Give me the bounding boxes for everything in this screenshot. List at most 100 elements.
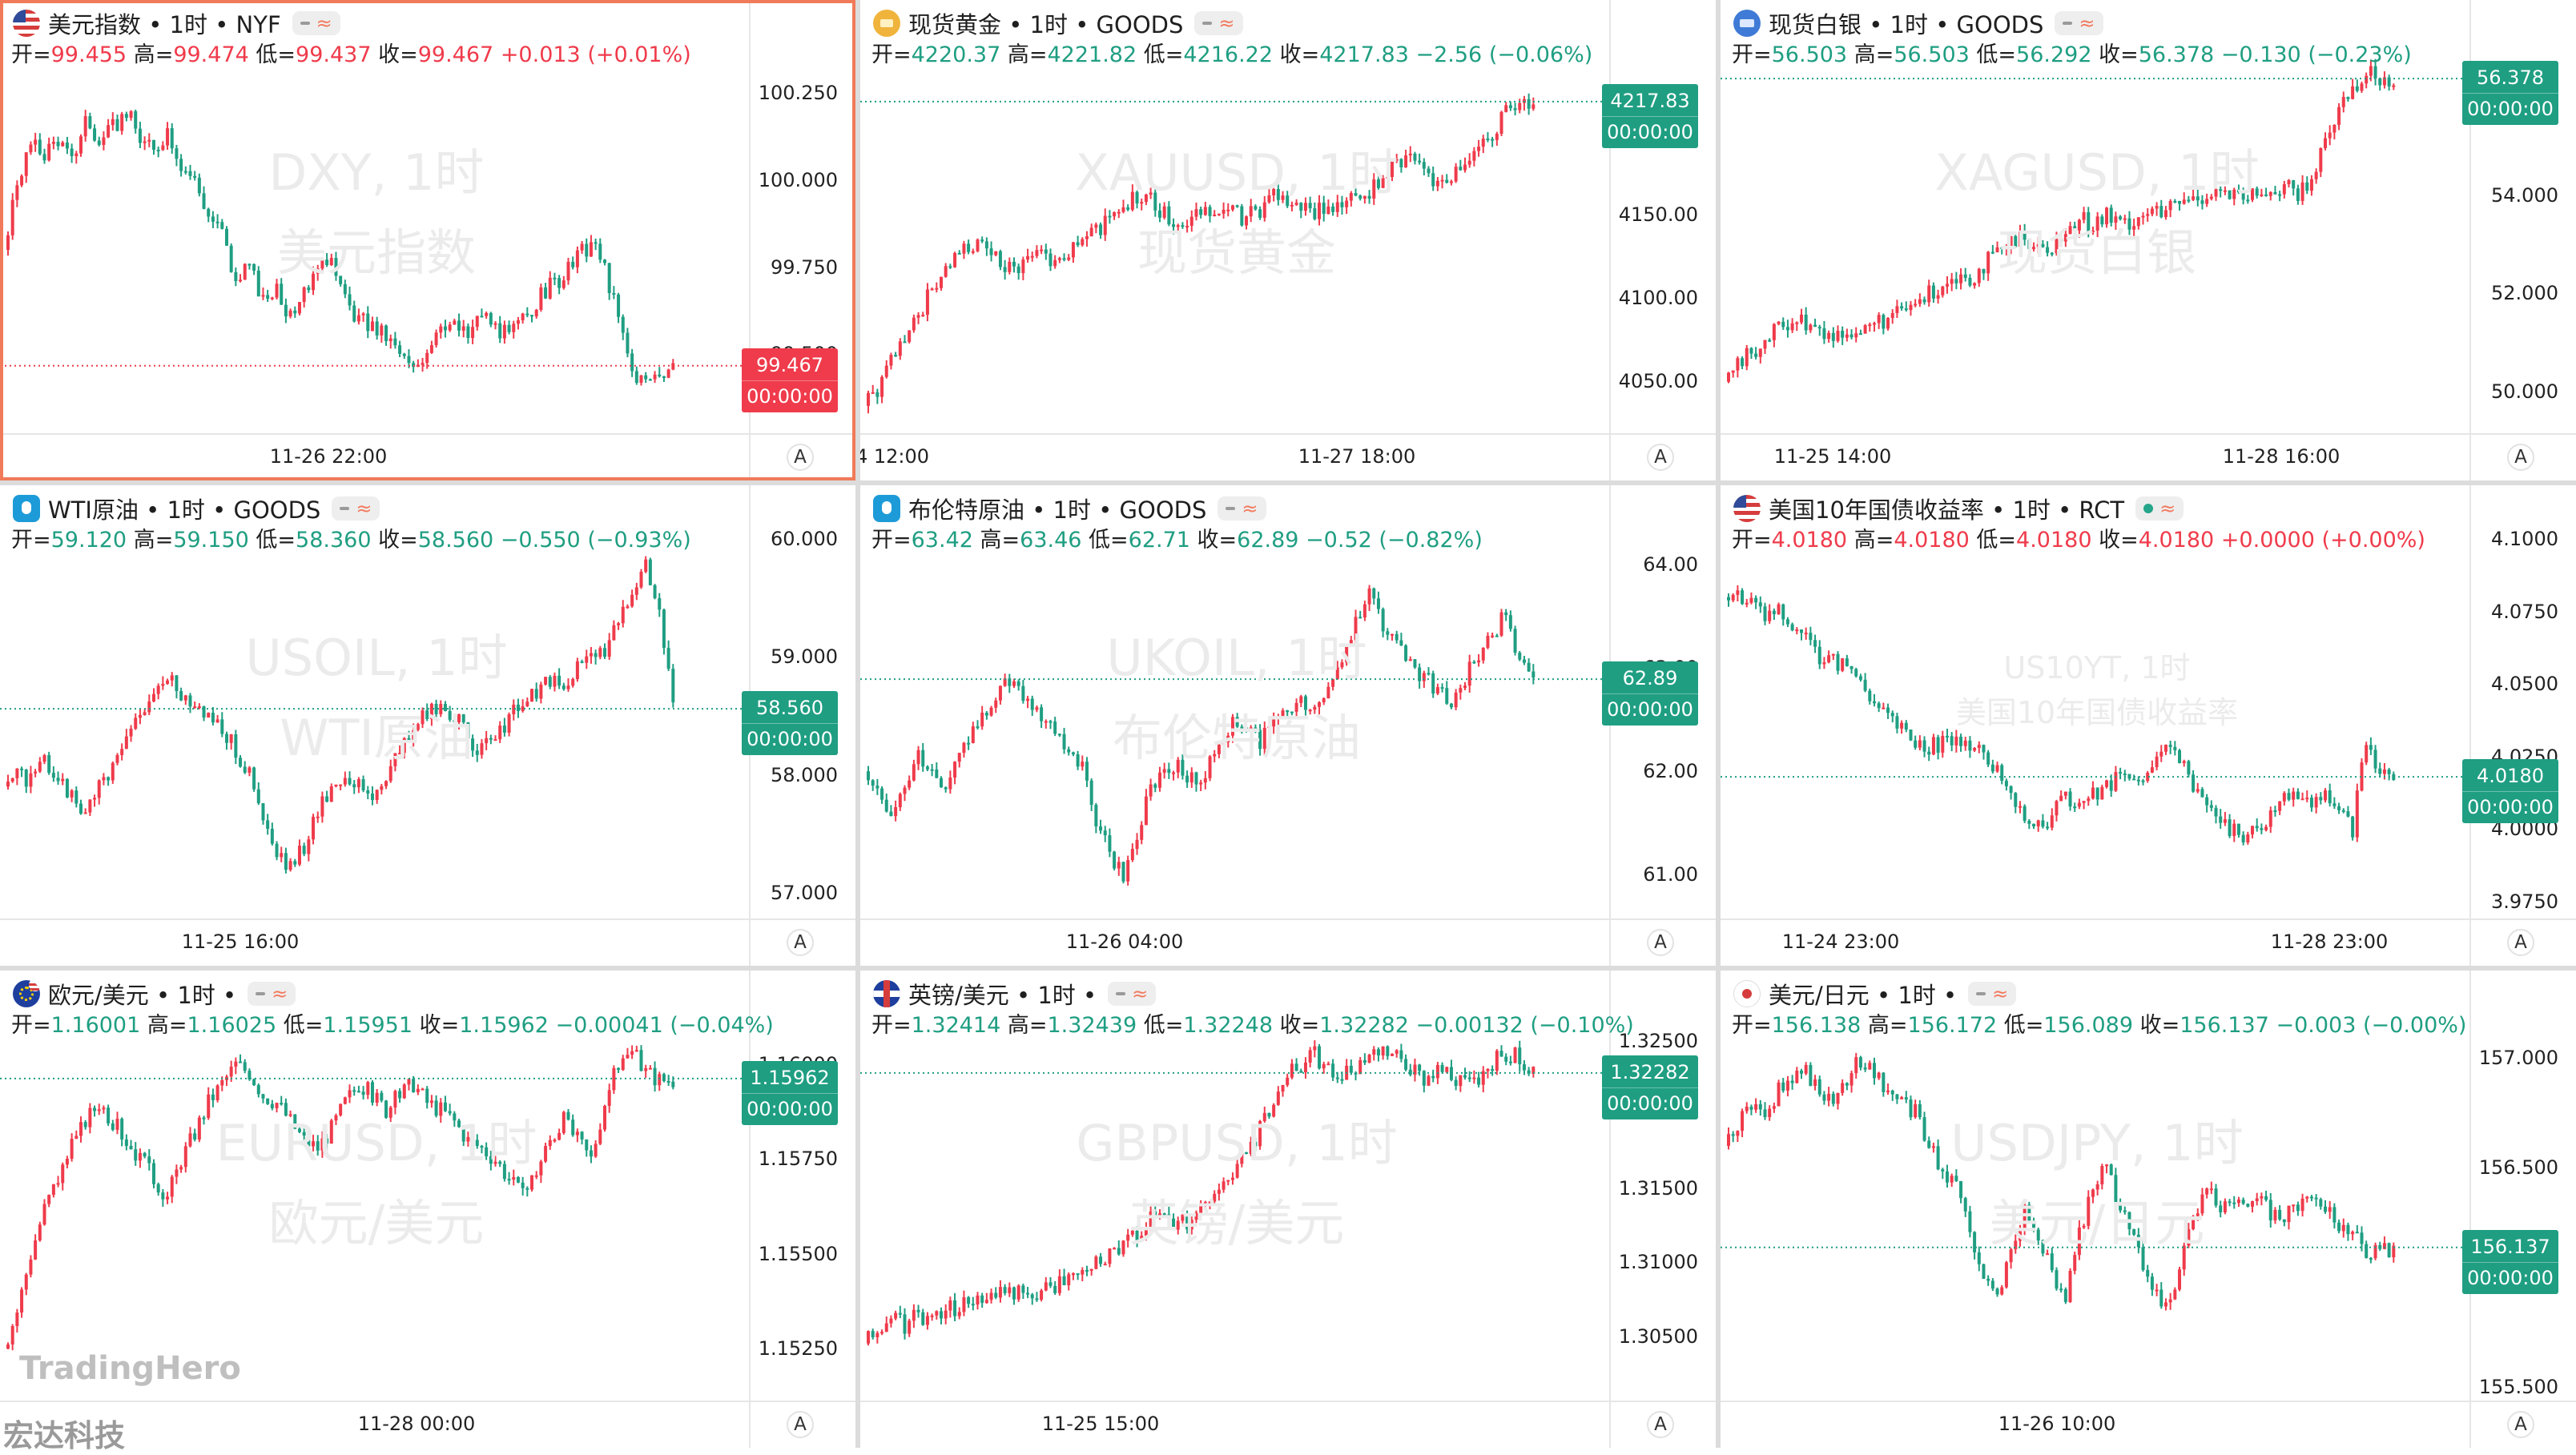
candle-body — [2278, 1209, 2282, 1220]
candle-body — [1495, 134, 1499, 140]
us-flag-icon — [13, 10, 40, 37]
candle-body — [1230, 205, 1234, 210]
chart-panel-usdjpy[interactable]: USDJPY, 1时美元/日元157.000156.500156.000155.… — [1721, 971, 2576, 1448]
chart-panel-dxy[interactable]: DXY, 1时美元指数100.250100.00099.75099.50099.… — [0, 0, 855, 480]
candle-body — [421, 710, 425, 725]
symbol-header[interactable]: 美元/日元 • 1时 • ≈ — [1733, 975, 2456, 1012]
bar-countdown: 00:00:00 — [1607, 698, 1693, 721]
status-pill[interactable]: ≈ — [248, 982, 296, 1006]
candlestick-chart[interactable] — [1721, 971, 2576, 1448]
auto-scale-button[interactable]: A — [787, 929, 814, 956]
candle-body — [375, 321, 379, 336]
chart-panel-xag[interactable]: XAGUSD, 1时 现货白银 54.000 52.000 50.000 56.378 00… — [1721, 0, 2576, 480]
candle-body — [179, 690, 183, 701]
candle-body — [957, 252, 961, 255]
candle-body — [1831, 653, 1835, 656]
ohlc-value: 59.120 — [50, 528, 127, 553]
candle-body — [448, 324, 452, 331]
candle-body — [107, 125, 111, 138]
time-axis-label: 11-25 14:00 — [1773, 445, 1892, 468]
candle-body — [1395, 159, 1399, 161]
status-pill[interactable]: ≈ — [1968, 982, 2017, 1006]
candlestick-chart[interactable] — [0, 0, 855, 480]
last-price-value: 4.0180 — [2462, 759, 2558, 793]
status-pill[interactable]: ≈ — [1108, 982, 1157, 1006]
candle-body — [416, 1088, 420, 1092]
price-axis-label: 3.9750 — [2491, 890, 2558, 913]
status-pill[interactable]: ≈ — [2135, 496, 2184, 521]
candle-body — [1235, 1164, 1239, 1178]
candle-body — [348, 294, 352, 306]
candle-body — [1057, 258, 1061, 260]
auto-scale-button[interactable]: A — [1647, 1411, 1674, 1438]
candle-body — [2046, 1253, 2050, 1256]
status-pill[interactable]: ≈ — [2055, 11, 2103, 35]
candle-body — [2192, 774, 2196, 792]
symbol-header[interactable]: 现货白银 • 1时 • GOODS ≈ — [1733, 5, 2456, 42]
auto-scale-button[interactable]: A — [2507, 1411, 2534, 1438]
symbol-title[interactable]: 现货黄金 • 1时 • GOODS — [908, 11, 1184, 38]
status-pill[interactable]: ≈ — [1218, 496, 1266, 521]
symbol-title[interactable]: 美元/日元 • 1时 • — [1769, 982, 1958, 1009]
ohlc-gap — [1847, 42, 1854, 67]
candle-body — [1331, 679, 1335, 687]
status-pill[interactable]: ≈ — [292, 11, 340, 35]
candle-body — [925, 289, 929, 316]
candle-body — [78, 803, 83, 814]
candlestick-chart[interactable] — [0, 971, 855, 1448]
symbol-title[interactable]: 美元指数 • 1时 • NYF — [48, 11, 281, 38]
symbol-header[interactable]: 英镑/美元 • 1时 • ≈ — [873, 975, 1596, 1012]
ohlc-gap — [2214, 42, 2221, 67]
auto-scale-button[interactable]: A — [2507, 929, 2534, 956]
chart-panel-wti[interactable]: USOIL, 1时 WTI原油 60.000 59.000 58.000 57.000 58… — [0, 485, 855, 966]
symbol-header[interactable]: WTI原油 • 1时 • GOODS ≈ — [13, 490, 735, 527]
symbol-title[interactable]: 欧元/美元 • 1时 • — [48, 982, 237, 1009]
candle-body — [183, 171, 187, 173]
auto-scale-button[interactable]: A — [787, 444, 814, 471]
candlestick-chart[interactable] — [860, 971, 1716, 1448]
candlestick-chart[interactable] — [860, 0, 1716, 480]
chart-panel-gbpusd[interactable]: GBPUSD, 1时 英镑/美元 1.32500 1.31500 1.31000 1.30… — [860, 971, 1716, 1448]
ohlc-value: 56.378 — [2138, 42, 2215, 67]
symbol-title[interactable]: WTI原油 • 1时 • GOODS — [48, 496, 321, 524]
auto-scale-button[interactable]: A — [2507, 444, 2534, 471]
candle-body — [120, 114, 124, 131]
candle-body — [561, 685, 566, 689]
ohlc-value: 99.467 — [417, 42, 494, 67]
status-pill[interactable]: ≈ — [332, 496, 380, 521]
chart-panel-brent[interactable]: UKOIL, 1时布伦特原油64.0063.0062.0061.0062.890… — [860, 485, 1716, 966]
symbol-title[interactable]: 现货白银 • 1时 • GOODS — [1769, 11, 2044, 38]
candle-body — [1922, 740, 1926, 752]
candle-body — [553, 277, 557, 279]
symbol-header[interactable]: 欧元/美元 • 1时 • ≈ — [13, 975, 735, 1012]
candlestick-chart[interactable] — [0, 485, 855, 966]
candle-body — [1900, 1097, 1904, 1099]
symbol-title[interactable]: 布伦特原油 • 1时 • GOODS — [908, 496, 1207, 524]
ohlc-gap — [372, 528, 379, 553]
symbol-header[interactable]: 布伦特原油 • 1时 • GOODS ≈ — [873, 490, 1596, 527]
candle-body — [270, 297, 274, 299]
candle-body — [2328, 132, 2332, 139]
auto-scale-button[interactable]: A — [1647, 929, 1674, 956]
candlestick-chart[interactable] — [1721, 0, 2576, 480]
candle-body — [188, 171, 192, 176]
candle-body — [1272, 1104, 1276, 1117]
status-pill[interactable]: ≈ — [1194, 11, 1243, 35]
candlestick-chart[interactable] — [1721, 485, 2576, 966]
candle-body — [1781, 1082, 1785, 1091]
candle-body — [2236, 823, 2240, 835]
chart-panel-xau[interactable]: XAUUSD, 1时 现货黄金 4150.00 4100.00 4050.00 4217.… — [860, 0, 1716, 480]
chart-panel-us10y[interactable]: US10YT, 1时 美国10年国债收益率 4.1000 4.0750 4.0500 4.… — [1721, 485, 2576, 966]
candle-body — [1795, 629, 1799, 632]
candle-body — [603, 648, 607, 657]
auto-scale-button[interactable]: A — [787, 1411, 814, 1438]
symbol-title[interactable]: 美国10年国债收益率 • 1时 • RCT — [1769, 496, 2125, 524]
symbol-header[interactable]: 现货黄金 • 1时 • GOODS ≈ — [873, 5, 1596, 42]
candle-body — [948, 1300, 952, 1311]
symbol-header[interactable]: 美国10年国债收益率 • 1时 • RCT ≈ — [1733, 490, 2456, 527]
symbol-header[interactable]: 美元指数 • 1时 • NYF ≈ — [13, 5, 735, 42]
symbol-title[interactable]: 英镑/美元 • 1时 • — [908, 982, 1097, 1009]
auto-scale-button[interactable]: A — [1647, 444, 1674, 471]
candlestick-chart[interactable] — [860, 485, 1716, 966]
candle-body — [1026, 1292, 1030, 1295]
